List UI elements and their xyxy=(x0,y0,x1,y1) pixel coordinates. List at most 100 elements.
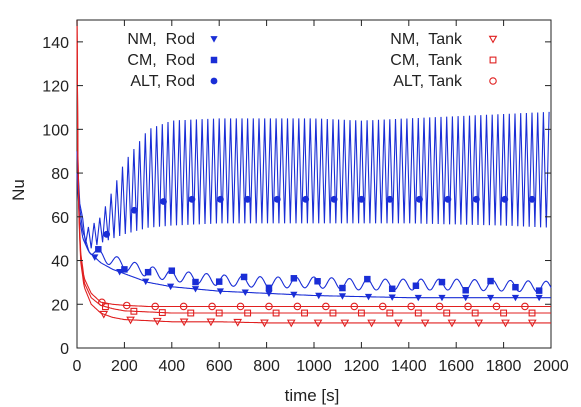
series-marker xyxy=(414,309,422,317)
series-marker xyxy=(293,302,302,311)
series-layer xyxy=(76,19,552,328)
series-marker xyxy=(329,309,337,317)
series-marker xyxy=(378,302,387,311)
series-marker xyxy=(420,319,430,328)
series-marker xyxy=(187,309,195,317)
x-tick-label: 1200 xyxy=(344,358,380,375)
series-marker xyxy=(142,278,150,286)
series-alt-rod xyxy=(76,111,550,249)
series-marker xyxy=(265,284,273,292)
series-marker xyxy=(121,266,128,273)
series-marker xyxy=(192,278,199,286)
series-marker xyxy=(91,254,99,261)
series-marker xyxy=(130,206,138,214)
series-nm-rod xyxy=(76,173,551,302)
legend-marker xyxy=(489,56,497,64)
x-tick-label: 800 xyxy=(253,358,280,375)
series-marker xyxy=(236,302,245,311)
series-marker xyxy=(528,309,536,317)
series-marker xyxy=(386,195,394,203)
series-marker xyxy=(492,302,501,311)
series-marker xyxy=(302,195,310,203)
series-marker xyxy=(301,309,308,317)
series-marker xyxy=(122,301,131,310)
series-marker xyxy=(244,195,252,203)
series-marker xyxy=(286,319,296,328)
series-marker xyxy=(414,294,422,302)
legend-marker xyxy=(489,77,497,85)
series-marker xyxy=(153,317,162,326)
series-line xyxy=(76,151,552,293)
series-marker xyxy=(444,195,452,203)
legend-marker xyxy=(210,36,218,43)
series-marker xyxy=(471,309,479,317)
series-marker xyxy=(191,286,200,293)
series-marker xyxy=(216,195,224,203)
series-marker xyxy=(407,302,415,311)
series-marker xyxy=(443,309,451,317)
series-marker xyxy=(511,294,520,302)
series-marker xyxy=(447,319,457,328)
series-marker xyxy=(322,302,330,311)
series-line xyxy=(76,173,551,299)
series-marker xyxy=(464,302,472,311)
series-marker xyxy=(215,278,223,285)
y-tick-label: 80 xyxy=(51,166,69,183)
y-tick-label: 20 xyxy=(51,297,69,314)
y-tick-label: 120 xyxy=(42,79,69,96)
series-marker xyxy=(244,309,252,317)
y-axis-label: Nu xyxy=(9,179,28,201)
series-marker xyxy=(338,293,347,300)
series-marker xyxy=(388,285,396,293)
series-line xyxy=(76,19,551,308)
legend-label: NM, Tank xyxy=(390,31,463,48)
series-marker xyxy=(535,287,543,294)
series-marker xyxy=(367,319,376,328)
series-marker xyxy=(438,294,446,302)
series-marker xyxy=(265,302,273,311)
series-marker xyxy=(535,294,543,302)
x-tick-label: 600 xyxy=(206,358,233,375)
legend-label: ALT, Rod xyxy=(130,73,195,90)
series-marker xyxy=(394,319,403,328)
series-marker xyxy=(179,318,189,327)
legend-marker xyxy=(210,56,218,64)
series-marker xyxy=(99,310,109,319)
series-marker xyxy=(412,282,420,289)
series-marker xyxy=(330,195,338,203)
series-marker xyxy=(216,288,224,295)
x-tick-label: 1000 xyxy=(296,358,332,375)
y-tick-label: 100 xyxy=(42,122,69,139)
x-tick-label: 200 xyxy=(111,358,138,375)
series-marker xyxy=(313,319,323,328)
series-marker xyxy=(527,319,537,328)
series-marker xyxy=(273,195,281,203)
x-tick-label: 1400 xyxy=(391,358,427,375)
series-marker xyxy=(435,302,444,311)
series-marker xyxy=(215,309,223,317)
series-marker xyxy=(500,309,508,317)
series-marker xyxy=(340,319,350,328)
series-marker xyxy=(167,283,175,291)
series-line xyxy=(76,111,550,249)
series-marker xyxy=(487,277,494,285)
y-tick-label: 140 xyxy=(42,35,69,52)
legend: NM, Rod CM, Rod ALT, Rod NM, Tank CM, Tank AL… xyxy=(127,31,498,90)
axis-layer: 0 200 400 600 800 1000 1200 1400 1600 1800 2000 0 20… xyxy=(42,20,569,375)
series-marker xyxy=(206,318,216,327)
series-marker xyxy=(102,303,109,311)
series-marker xyxy=(462,287,469,294)
legend-marker xyxy=(210,77,218,85)
series-marker xyxy=(160,198,167,205)
series-nm-tank xyxy=(76,19,551,328)
series-marker xyxy=(130,307,138,315)
series-marker xyxy=(512,283,519,291)
x-tick-label: 2000 xyxy=(533,358,569,375)
series-marker xyxy=(126,316,135,325)
series-marker xyxy=(486,294,495,302)
x-axis-label: time [s] xyxy=(285,386,340,405)
series-marker xyxy=(260,319,269,328)
x-tick-label: 1800 xyxy=(486,358,522,375)
series-marker xyxy=(357,195,365,203)
